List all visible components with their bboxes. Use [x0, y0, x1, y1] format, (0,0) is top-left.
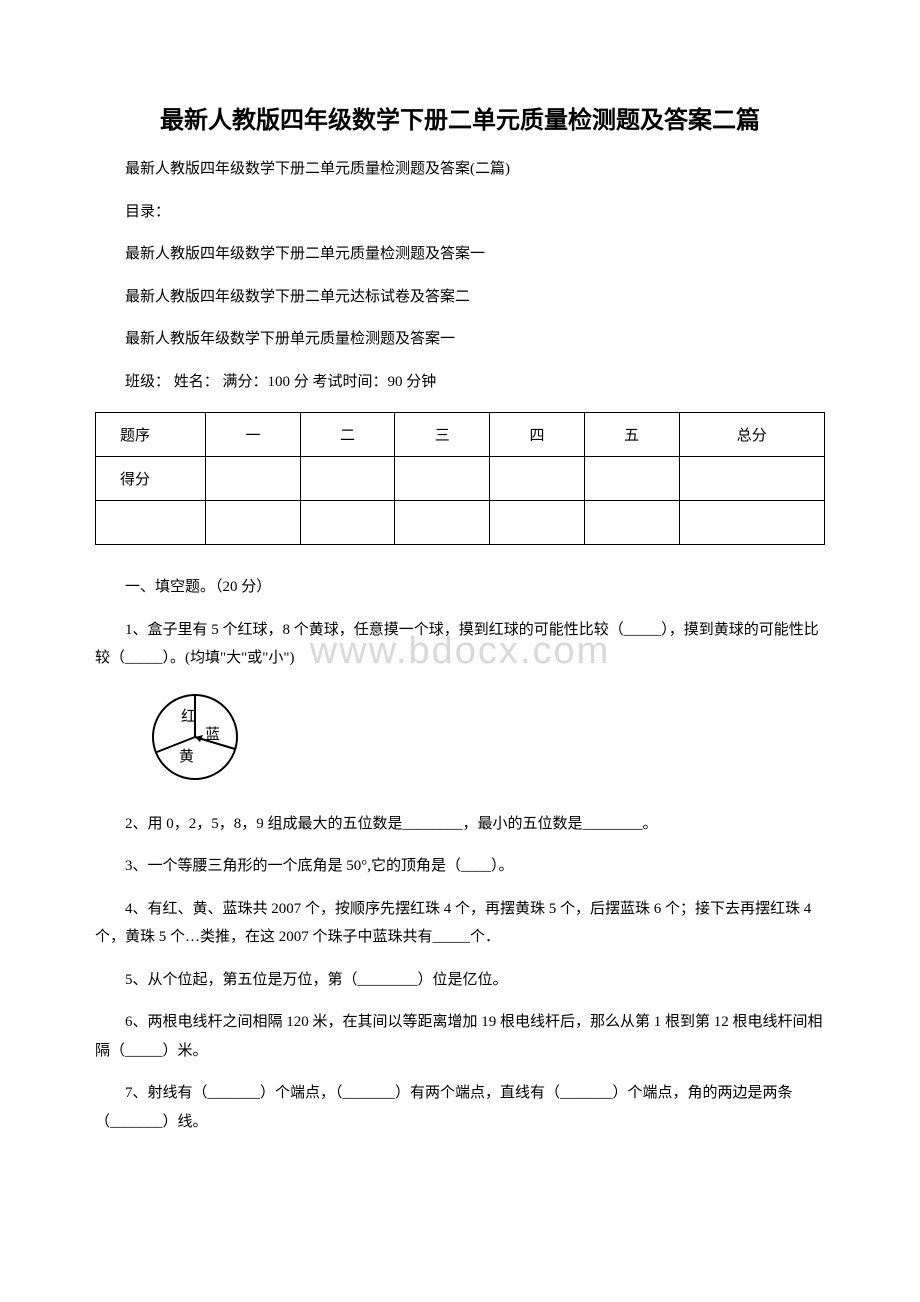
table-cell [679, 457, 824, 501]
table-cell: 二 [300, 413, 395, 457]
question: 2、用 0，2，5，8，9 组成最大的五位数是________，最小的五位数是_… [95, 810, 825, 839]
spinner-label-blue: 蓝 [205, 726, 220, 743]
row-label: 题序 [96, 413, 206, 457]
question: 1、盒子里有 5 个红球，8 个黄球，任意摸一个球，摸到红球的可能性比较（___… [95, 616, 825, 673]
table-cell [490, 501, 585, 545]
subtitle: 最新人教版四年级数学下册二单元质量检测题及答案(二篇) [95, 155, 825, 184]
question: 7、射线有（_______）个端点，（_______）有两个端点，直线有（___… [95, 1079, 825, 1136]
table-cell: 五 [584, 413, 679, 457]
spinner-diagram: 红 蓝 黄 [145, 687, 825, 792]
spinner-label-yellow: 黄 [179, 748, 194, 765]
table-cell [300, 457, 395, 501]
table-cell [679, 501, 824, 545]
table-cell: 一 [206, 413, 301, 457]
spinner-label-red: 红 [181, 708, 196, 725]
exam-info: 班级： 姓名： 满分：100 分 考试时间：90 分钟 [95, 368, 825, 397]
table-cell [300, 501, 395, 545]
table-cell [395, 457, 490, 501]
toc-item: 最新人教版四年级数学下册二单元达标试卷及答案二 [95, 283, 825, 312]
question: 4、有红、黄、蓝珠共 2007 个，按顺序先摆红珠 4 个，再摆黄珠 5 个，后… [95, 895, 825, 952]
table-cell [584, 501, 679, 545]
section-heading: 一、填空题。（20 分） [95, 573, 825, 602]
question: 6、两根电线杆之间相隔 120 米，在其间以等距离增加 19 根电线杆后，那么从… [95, 1008, 825, 1065]
toc-item: 最新人教版四年级数学下册二单元质量检测题及答案一 [95, 240, 825, 269]
score-table: 题序 一 二 三 四 五 总分 得分 [95, 412, 825, 545]
table-cell: 三 [395, 413, 490, 457]
row-label: 得分 [96, 457, 206, 501]
toc-heading: 目录： [95, 198, 825, 227]
question: 3、一个等腰三角形的一个底角是 50°,它的顶角是（____）。 [95, 852, 825, 881]
question: 5、从个位起，第五位是万位，第（________）位是亿位。 [95, 966, 825, 995]
table-cell [206, 501, 301, 545]
toc-item: 最新人教版年级数学下册单元质量检测题及答案一 [95, 325, 825, 354]
table-cell: 总分 [679, 413, 824, 457]
table-row: 题序 一 二 三 四 五 总分 [96, 413, 825, 457]
page-title: 最新人教版四年级数学下册二单元质量检测题及答案二篇 [95, 100, 825, 135]
table-cell: 四 [490, 413, 585, 457]
table-cell [584, 457, 679, 501]
table-cell [206, 457, 301, 501]
table-cell [96, 501, 206, 545]
table-cell [395, 501, 490, 545]
table-cell [490, 457, 585, 501]
table-row [96, 501, 825, 545]
table-row: 得分 [96, 457, 825, 501]
spinner-icon: 红 蓝 黄 [145, 687, 245, 787]
